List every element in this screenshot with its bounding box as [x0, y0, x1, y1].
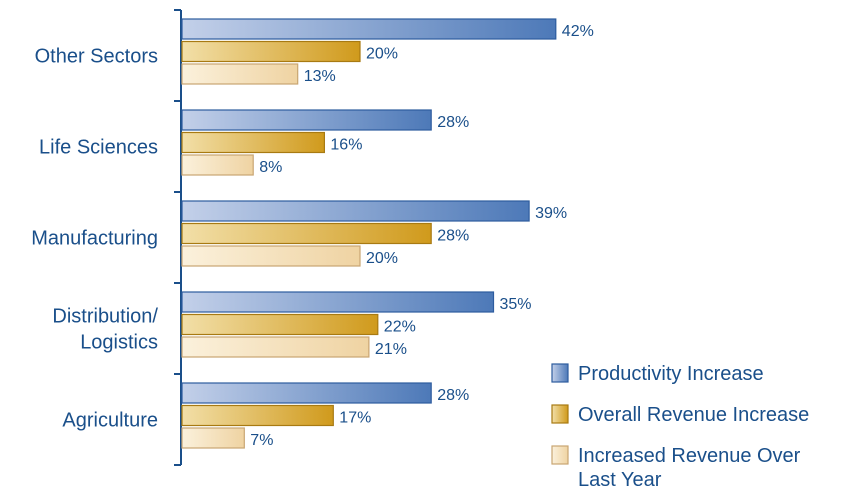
data-label-productivity-increase-life-sciences: 28% [437, 114, 469, 131]
bar-productivity-increase-manufacturing [181, 200, 530, 222]
data-label-overall-revenue-increase-distribution-logistics: 22% [384, 319, 416, 336]
bar-overall-revenue-increase-life-sciences [181, 131, 325, 154]
data-label-productivity-increase-agriculture: 28% [437, 387, 469, 404]
bars [181, 18, 557, 449]
data-label-increased-revenue-over-last-year-distribution-logistics: 21% [375, 341, 407, 358]
legend-label-increased-revenue-over-last-year: Increased Revenue Over [578, 445, 801, 467]
data-label-productivity-increase-manufacturing: 39% [535, 205, 567, 222]
legend-label-overall-revenue-increase: Overall Revenue Increase [578, 404, 809, 426]
y-axis-ticks [174, 9, 181, 466]
category-label-other-sectors: Other Sectors [35, 46, 158, 68]
data-label-overall-revenue-increase-manufacturing: 28% [437, 228, 469, 245]
bar-increased-revenue-over-last-year-agriculture [181, 427, 245, 449]
data-label-productivity-increase-distribution-logistics: 35% [500, 296, 532, 313]
data-label-overall-revenue-increase-other-sectors: 20% [366, 46, 398, 63]
category-label-manufacturing: Manufacturing [31, 228, 158, 250]
bar-productivity-increase-distribution-logistics [181, 291, 495, 313]
category-label-logistics: Logistics [80, 332, 158, 354]
bar-increased-revenue-over-last-year-distribution-logistics [181, 336, 370, 358]
data-label-overall-revenue-increase-agriculture: 17% [339, 410, 371, 427]
value-labels: 42% 20% 13% 28% 16% 8% 39% 28% 20% 35% 22% 21% 28% 17… [250, 23, 594, 449]
legend-swatch-overall-revenue-increase [551, 404, 569, 424]
legend: Productivity Increase Overall Revenue Inc… [551, 363, 809, 491]
bar-productivity-increase-life-sciences [181, 109, 432, 131]
category-labels: Other Sectors Life Sciences Manufacturing D… [31, 46, 158, 432]
legend-swatch-productivity-increase [551, 363, 569, 383]
category-label-life-sciences: Life Sciences [39, 137, 158, 159]
category-label-distribution: Distribution/ [52, 306, 158, 328]
bar-increased-revenue-over-last-year-other-sectors [181, 63, 299, 85]
data-label-overall-revenue-increase-life-sciences: 16% [330, 137, 362, 154]
bar-overall-revenue-increase-agriculture [181, 404, 334, 427]
bar-increased-revenue-over-last-year-manufacturing [181, 245, 361, 267]
bar-productivity-increase-agriculture [181, 382, 432, 404]
data-label-increased-revenue-over-last-year-agriculture: 7% [250, 432, 273, 449]
data-label-productivity-increase-other-sectors: 42% [562, 23, 594, 40]
data-label-increased-revenue-over-last-year-life-sciences: 8% [259, 159, 282, 176]
bar-overall-revenue-increase-other-sectors [181, 40, 361, 63]
category-label-agriculture: Agriculture [62, 410, 158, 432]
bar-overall-revenue-increase-manufacturing [181, 222, 432, 245]
legend-swatch-increased-revenue-over-last-year [551, 445, 569, 465]
bar-increased-revenue-over-last-year-life-sciences [181, 154, 254, 176]
legend-label-productivity-increase: Productivity Increase [578, 363, 764, 385]
bar-productivity-increase-other-sectors [181, 18, 557, 40]
data-label-increased-revenue-over-last-year-other-sectors: 13% [304, 68, 336, 85]
legend-label-increased-revenue-over-last-year: Last Year [578, 469, 662, 491]
bar-overall-revenue-increase-distribution-logistics [181, 313, 379, 336]
data-label-increased-revenue-over-last-year-manufacturing: 20% [366, 250, 398, 267]
